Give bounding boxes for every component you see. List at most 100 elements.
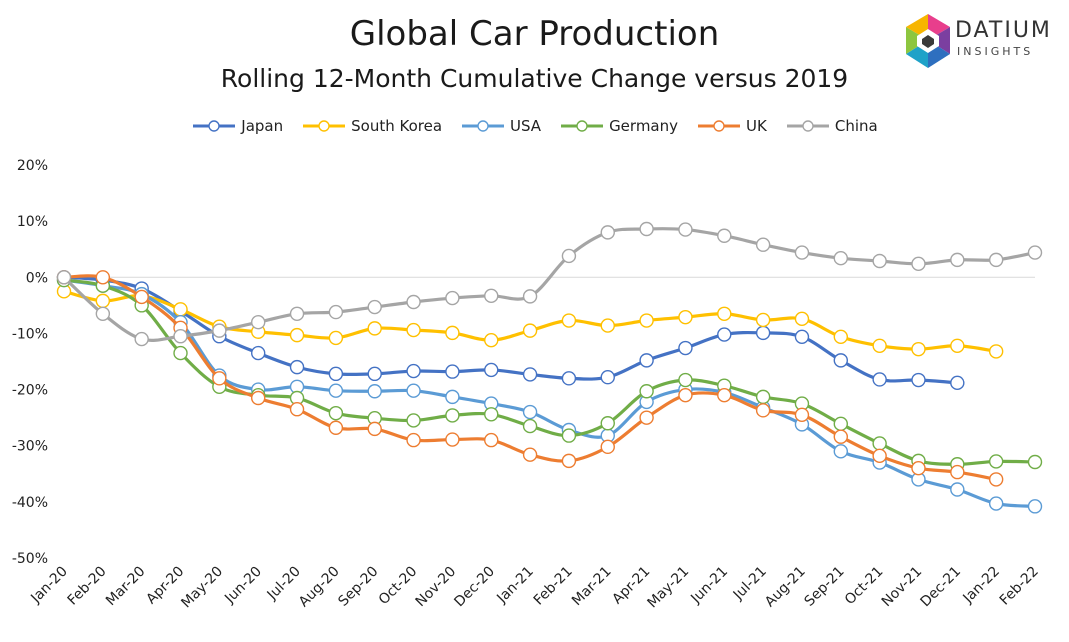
data-point-china <box>289 306 305 321</box>
data-point-uk <box>484 432 499 448</box>
data-point-south-korea <box>445 325 460 341</box>
data-point-japan <box>289 359 305 375</box>
data-point-japan <box>600 370 615 385</box>
data-point-usa <box>950 482 965 497</box>
data-point-south-korea <box>289 327 305 343</box>
data-point-china <box>1027 245 1043 260</box>
data-point-usa <box>328 383 344 398</box>
data-point-china <box>56 270 72 285</box>
data-point-uk <box>833 429 848 444</box>
chart-title: Global Car Production <box>349 14 720 54</box>
data-point-china <box>484 288 499 304</box>
data-point-germany <box>406 413 421 428</box>
data-point-south-korea <box>600 318 615 333</box>
x-tick-label: Feb-20 <box>65 564 110 609</box>
legend-swatch <box>303 120 346 132</box>
legend-label: UK <box>746 117 767 135</box>
data-point-japan <box>794 329 810 344</box>
data-point-germany <box>833 416 848 432</box>
x-tick-label: Nov-21 <box>879 564 926 611</box>
x-tick-label: Jun-21 <box>687 564 731 608</box>
data-point-uk <box>367 421 382 437</box>
legend-item-uk: UK <box>696 117 767 135</box>
data-point-uk <box>988 472 1004 487</box>
data-point-uk <box>639 410 654 425</box>
data-point-china <box>950 252 965 268</box>
x-tick-label: Mar-21 <box>569 564 615 610</box>
x-tick-label: Nov-20 <box>413 564 460 611</box>
data-point-uk <box>678 387 693 403</box>
data-point-japan <box>833 353 848 368</box>
data-point-usa <box>367 384 382 399</box>
logo-mark-icon <box>906 14 950 68</box>
series-line-usa <box>63 278 1036 508</box>
data-point-uk <box>755 403 771 418</box>
data-point-china <box>212 323 227 338</box>
data-point-uk <box>212 371 227 386</box>
legend-label: China <box>834 117 878 135</box>
data-point-china <box>173 329 188 344</box>
data-point-uk <box>251 390 266 406</box>
data-point-china <box>134 331 149 347</box>
y-tick-label: -30% <box>12 439 48 455</box>
x-tick-label: Jun-20 <box>221 564 265 608</box>
data-point-uk <box>872 448 887 464</box>
series-line-germany <box>63 278 1036 466</box>
data-point-south-korea <box>678 309 693 325</box>
data-point-germany <box>328 405 344 421</box>
data-point-germany <box>988 454 1004 469</box>
data-point-china <box>406 294 421 310</box>
legend-label: Germany <box>609 117 679 135</box>
data-point-japan <box>911 372 926 388</box>
data-point-uk <box>328 420 344 435</box>
y-tick-label: 10% <box>17 214 48 230</box>
y-tick-label: -40% <box>12 495 48 511</box>
data-point-uk <box>717 387 732 403</box>
legend-label: Japan <box>241 117 284 135</box>
data-point-japan <box>406 363 421 379</box>
data-point-south-korea <box>367 321 382 336</box>
legend-item-germany: Germany <box>559 117 678 135</box>
data-point-uk <box>522 447 538 462</box>
legend-swatch <box>786 120 829 132</box>
data-point-china <box>794 245 810 260</box>
datium-logo: DATIUM INSIGHTS <box>903 12 1053 72</box>
y-tick-label: -50% <box>12 551 48 567</box>
legend-item-china: China <box>785 117 878 135</box>
data-point-germany <box>600 416 615 431</box>
data-point-japan <box>561 371 577 386</box>
x-tick-label: Aug-20 <box>296 564 343 611</box>
data-point-china <box>251 315 266 330</box>
x-tick-label: Sep-20 <box>335 564 381 610</box>
data-point-usa <box>988 496 1004 511</box>
legend-label: USA <box>510 117 542 135</box>
data-point-germany <box>872 436 887 451</box>
data-point-usa <box>833 444 848 459</box>
legend-item-japan: Japan <box>191 117 283 135</box>
data-point-south-korea <box>406 322 421 338</box>
x-tick-label: Dec-20 <box>451 564 498 611</box>
data-point-south-korea <box>833 329 848 344</box>
data-point-japan <box>717 327 732 342</box>
data-point-germany <box>755 389 771 405</box>
x-tick-label: Dec-21 <box>918 564 965 611</box>
data-point-south-korea <box>522 323 538 338</box>
data-point-south-korea <box>872 338 887 353</box>
data-point-japan <box>445 364 460 379</box>
data-point-uk <box>445 432 460 447</box>
data-point-south-korea <box>173 302 188 317</box>
data-point-south-korea <box>328 330 344 346</box>
chart-subtitle: Rolling 12-Month Cumulative Change versu… <box>220 64 849 93</box>
data-point-china <box>95 306 111 321</box>
data-point-south-korea <box>950 338 965 353</box>
data-point-germany <box>522 418 538 434</box>
x-tick-label: Jan-22 <box>960 564 1003 607</box>
data-point-south-korea <box>794 311 810 327</box>
data-point-china <box>561 248 577 264</box>
data-point-china <box>755 237 771 252</box>
data-point-south-korea <box>717 306 732 321</box>
data-point-china <box>833 250 848 266</box>
legend-swatch <box>193 120 236 132</box>
data-point-south-korea <box>911 341 926 357</box>
